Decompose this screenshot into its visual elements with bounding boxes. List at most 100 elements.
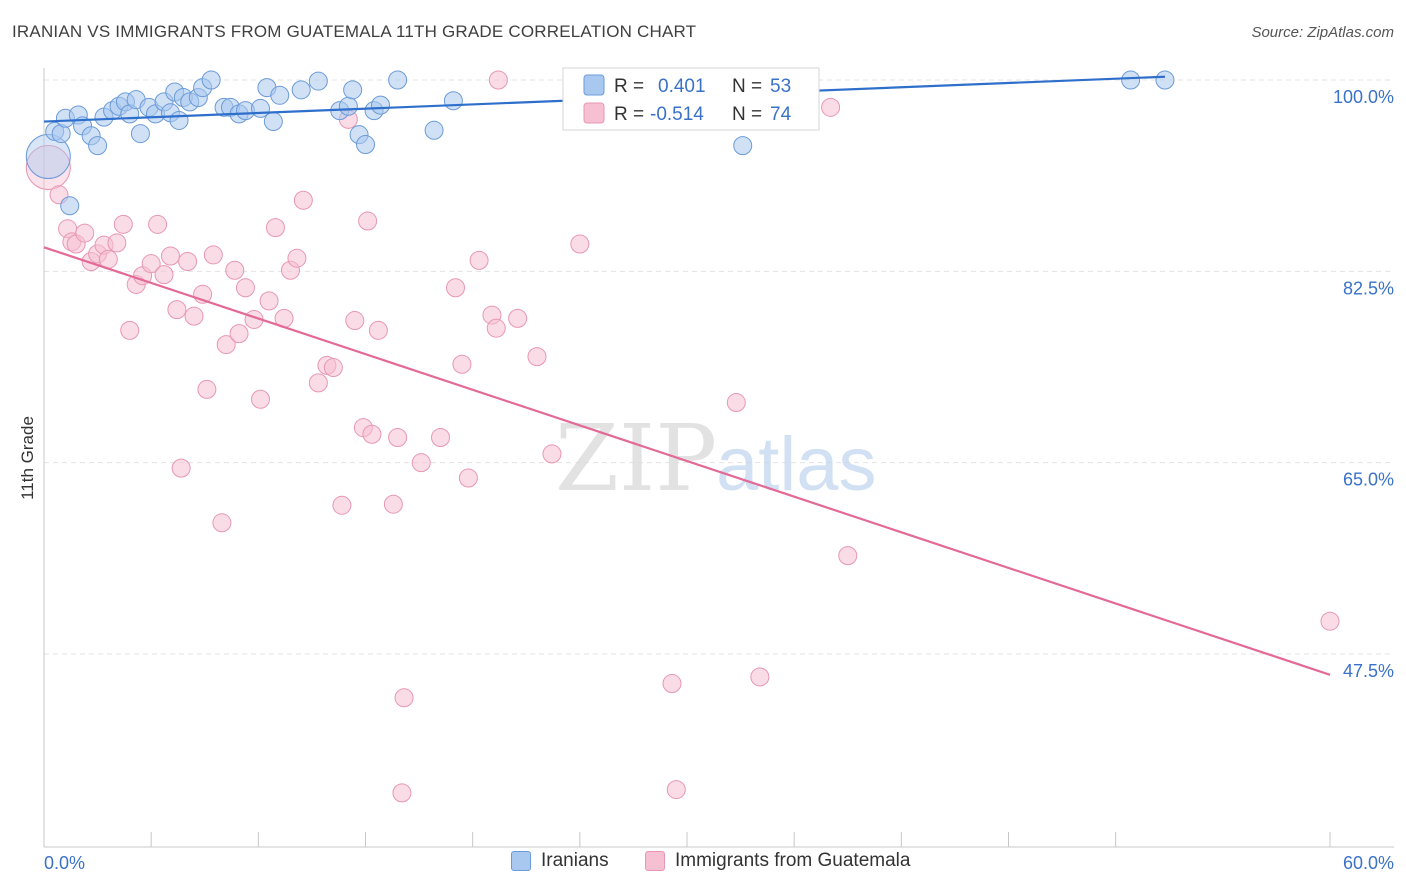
iranian-point [388, 70, 408, 90]
iranian-point [371, 95, 391, 115]
iranian-point [343, 80, 363, 100]
y-tick-label: 65.0% [1343, 470, 1394, 490]
watermark-atlas: atlas [716, 422, 877, 507]
guatemala-point [141, 254, 161, 274]
legend-n-label-2: N = [732, 104, 762, 125]
y-axis-tick-labels: 47.5% 65.0% 82.5% 100.0% [1333, 87, 1394, 681]
guatemala-point [154, 265, 174, 285]
iranian-point [1121, 70, 1141, 90]
bottom-legend-swatch-iranians [511, 851, 531, 871]
bottom-legend-guatemala: Immigrants from Guatemala [645, 850, 910, 872]
source-label: Source: ZipAtlas.com [1251, 24, 1394, 41]
bottom-legend-label-iranians: Iranians [541, 850, 609, 871]
guatemala-trendline [43, 246, 1331, 676]
trend-lines [43, 75, 1331, 676]
iranian-point [88, 136, 108, 156]
iranian-point [733, 136, 753, 156]
x-tick-label-max: 60.0% [1343, 853, 1394, 873]
guatemala-point [178, 251, 198, 271]
guatemala-point [113, 214, 133, 234]
guatemala-point [184, 306, 204, 326]
x-axis-ticks [150, 832, 1331, 847]
y-tick-label: 82.5% [1343, 278, 1394, 298]
guatemala-point [216, 335, 236, 355]
legend-n-value-2: 74 [770, 104, 792, 125]
guatemala-point [368, 320, 388, 340]
iranian-point [308, 71, 328, 91]
iranian-point [201, 70, 221, 90]
guatemala-point [726, 393, 746, 413]
guatemala-point [265, 218, 285, 238]
guatemala-point [469, 250, 489, 270]
guatemala-point [160, 246, 180, 266]
guatemala-point [308, 373, 328, 393]
guatemala-point [662, 674, 682, 694]
guatemala-point [358, 211, 378, 231]
guatemala-point [229, 324, 249, 344]
guatemala-point [570, 234, 590, 254]
legend-n-label-1: N = [732, 76, 762, 97]
guatemala-point [486, 318, 506, 338]
iranian-point [356, 135, 375, 155]
x-tick-label-min: 0.0% [44, 853, 85, 873]
iranian-point [338, 96, 358, 116]
guatemala-point [107, 233, 127, 253]
guatemala-point [167, 300, 187, 320]
y-tick-label: 47.5% [1343, 661, 1394, 681]
guatemala-point [25, 144, 71, 190]
guatemala-point [394, 688, 414, 708]
iranian-point [1155, 70, 1175, 90]
guatemala-points [25, 70, 1340, 803]
guatemala-point [821, 97, 841, 117]
guatemala-point [75, 223, 95, 243]
legend-r-value-2: -0.514 [650, 104, 704, 125]
guatemala-point [259, 291, 279, 311]
bottom-legend-iranians: Iranians [511, 850, 609, 872]
guatemala-point [120, 320, 140, 340]
stats-legend: R = 0.401 N = 53 R = -0.514 N = 74 [562, 67, 820, 131]
iranian-point [130, 124, 150, 144]
guatemala-point [287, 248, 307, 268]
bottom-legend-label-guatemala: Immigrants from Guatemala [675, 850, 911, 871]
guatemala-point [235, 278, 255, 298]
y-tick-label: 100.0% [1333, 87, 1394, 107]
iranian-point [424, 120, 444, 140]
legend-r-label-2: R = [614, 104, 644, 125]
iranian-point [270, 85, 290, 105]
legend-swatch-iranians [583, 74, 605, 96]
guatemala-point [527, 347, 547, 367]
guatemala-point [383, 494, 403, 514]
legend-r-value-1: 0.401 [658, 76, 706, 97]
legend-n-value-1: 53 [770, 76, 791, 97]
legend-swatch-guatemala [583, 102, 605, 124]
guatemala-point [750, 667, 770, 687]
guatemala-point [362, 424, 382, 444]
iranian-point [169, 110, 189, 130]
guatemala-point [171, 458, 191, 478]
guatemala-point [452, 354, 472, 374]
iranian-point [263, 112, 283, 132]
guatemala-point [411, 453, 431, 473]
legend-r-label-1: R = [614, 76, 644, 97]
guatemala-point [225, 260, 245, 280]
guatemala-point [332, 495, 352, 515]
guatemala-point [508, 308, 528, 328]
guatemala-point [458, 468, 478, 488]
guatemala-point [212, 513, 232, 533]
guatemala-point [203, 245, 223, 265]
iranian-point [291, 80, 311, 100]
chart-title: IRANIAN VS IMMIGRANTS FROM GUATEMALA 11T… [12, 22, 697, 41]
guatemala-point [250, 389, 270, 409]
grid-lines [44, 79, 1394, 655]
guatemala-point [1320, 611, 1340, 631]
guatemala-point [323, 358, 343, 378]
bottom-legend: Iranians Immigrants from Guatemala [0, 850, 1406, 880]
guatemala-point [838, 546, 858, 566]
guatemala-point [293, 190, 313, 210]
y-axis-label: 11th Grade [18, 416, 37, 500]
guatemala-point [666, 780, 686, 800]
guatemala-point [488, 70, 508, 90]
guatemala-point [345, 311, 365, 331]
iranian-point [443, 91, 463, 111]
